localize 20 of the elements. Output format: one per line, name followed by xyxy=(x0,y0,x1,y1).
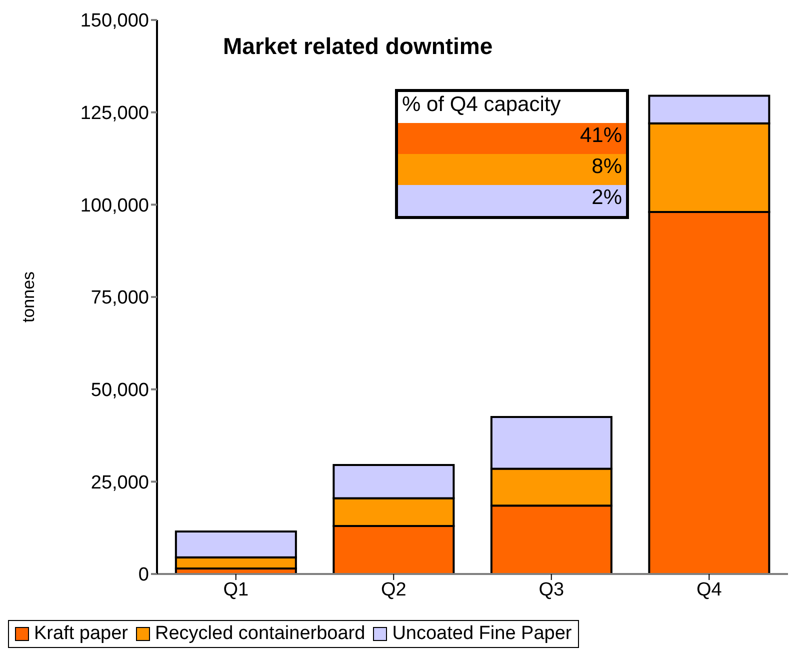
x-tick-label: Q3 xyxy=(538,579,564,600)
legend-label: Uncoated Fine Paper xyxy=(391,623,572,645)
text: Market related downtime xyxy=(223,33,493,60)
legend-label: Kraft paper xyxy=(33,623,128,645)
x-tick-label: Q2 xyxy=(380,579,406,600)
y-tick-label: 25,000 xyxy=(90,472,149,494)
annotation: 41% xyxy=(398,123,626,154)
annotation: 8% xyxy=(398,154,626,185)
y-tick-label: 100,000 xyxy=(80,195,149,216)
y-tick-label: 125,000 xyxy=(80,103,149,124)
x-tick-label: Q1 xyxy=(223,579,249,600)
annotation: 2% xyxy=(398,185,626,216)
y-tick-label: 150,000 xyxy=(80,10,149,32)
legend-label: Recycled containerboard xyxy=(154,623,366,645)
y-tick-label: 0 xyxy=(138,564,149,586)
annotation: % of Q4 capacity xyxy=(401,92,562,118)
y-tick-label: 50,000 xyxy=(90,380,149,402)
y-tick-label: 75,000 xyxy=(90,288,149,309)
y-axis-title: tonnes xyxy=(19,271,38,323)
x-tick-label: Q4 xyxy=(696,579,722,600)
